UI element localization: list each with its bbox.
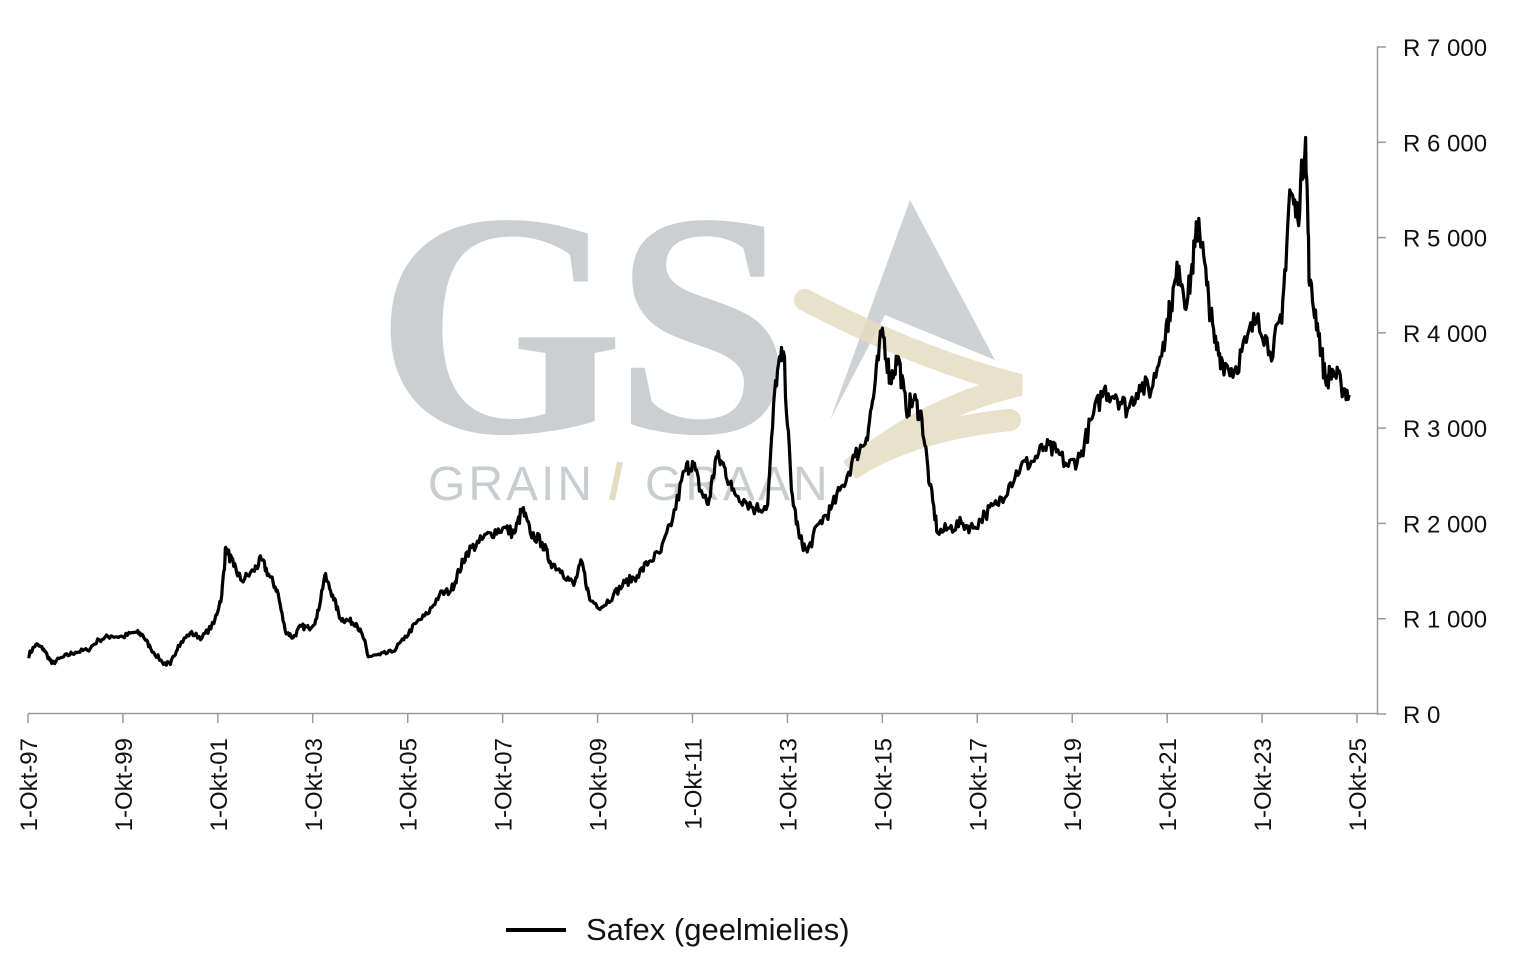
x-tick-label: 1-Okt-13 [775,738,802,831]
x-tick-label: 1-Okt-25 [1345,738,1372,831]
legend: Safex (geelmielies) [506,906,850,954]
watermark-subtitle-left: GRAIN [428,458,595,511]
x-tick-label: 1-Okt-09 [586,738,613,831]
y-tick-label: R 1 000 [1403,607,1487,634]
x-tick-label: 1-Okt-21 [1155,738,1182,831]
watermark-subtitle-right: GRAAN [645,458,831,511]
series-line-safex [26,135,1351,667]
x-tick-label: 1-Okt-23 [1250,738,1277,831]
y-axis-ticks: R 0 R 1 000 R 2 000 R 3 000 R 4 000 R 5 000 R … [1377,35,1487,729]
x-tick-label: 1-Okt-99 [111,738,138,831]
y-tick-label: R 2 000 [1403,511,1487,538]
x-tick-label: 1-Okt-97 [16,738,43,831]
watermark-divider [609,461,623,501]
legend-swatch [506,928,566,932]
x-tick-label: 1-Okt-01 [206,738,233,831]
y-tick-label: R 0 [1403,702,1440,729]
y-tick-label: R 4 000 [1403,321,1487,348]
y-tick-label: R 6 000 [1403,130,1487,157]
x-tick-label: 1-Okt-19 [1060,738,1087,831]
y-tick-label: R 5 000 [1403,226,1487,253]
x-tick-label: 1-Okt-11 [681,738,708,830]
gsa-watermark-logo: GS GRAIN GRAAN [375,148,1023,511]
y-tick-label: R 7 000 [1403,35,1487,62]
x-axis-ticks: 1-Okt-97 1-Okt-99 1-Okt-01 1-Okt-03 1-Okt-05… [16,714,1372,831]
x-tick-label: 1-Okt-05 [396,738,423,831]
watermark-logo-a-shape [830,200,995,420]
x-tick-label: 1-Okt-07 [491,738,518,831]
x-tick-label: 1-Okt-15 [870,738,897,831]
watermark-gold-swoosh [794,289,1023,480]
legend-label: Safex (geelmielies) [586,912,850,947]
y-tick-label: R 3 000 [1403,416,1487,443]
watermark-logo-text: GS [375,148,782,502]
x-tick-label: 1-Okt-17 [965,738,992,831]
x-tick-label: 1-Okt-03 [301,738,328,831]
